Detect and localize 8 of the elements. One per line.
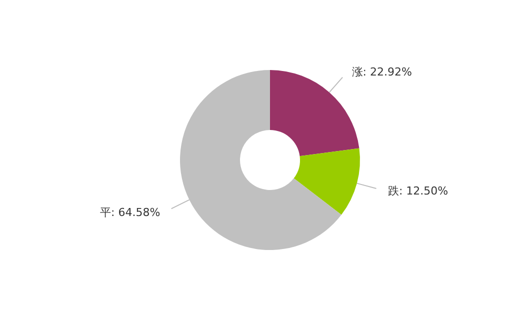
slice-label: 跌 — [388, 184, 399, 198]
donut-slice — [180, 70, 342, 250]
data-label: : 64.58% — [111, 206, 160, 219]
data-label: : 12.50% — [398, 184, 448, 198]
slice-label: 平 — [100, 206, 112, 219]
data-label: : 22.92% — [362, 64, 412, 78]
donut-slice — [294, 148, 360, 215]
slice-label: 涨 — [352, 64, 363, 78]
